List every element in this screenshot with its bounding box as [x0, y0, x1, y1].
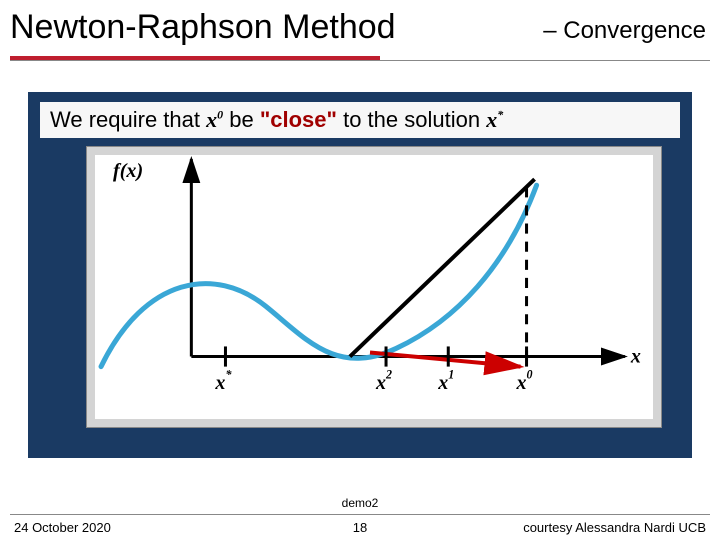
footer-credit: courtesy Alessandra Nardi UCB: [523, 520, 706, 535]
strip-mid2: to the solution: [343, 107, 486, 132]
title-underline: [10, 56, 710, 62]
svg-text:f(x): f(x): [113, 160, 143, 182]
svg-text:x: x: [630, 346, 641, 368]
requirement-strip: We require that x0 be "close" to the sol…: [40, 102, 680, 138]
svg-text:x2: x2: [375, 368, 392, 394]
content-panel: We require that x0 be "close" to the sol…: [28, 92, 692, 458]
xstar-symbol: x*: [486, 107, 503, 132]
footer-demo: demo2: [0, 496, 720, 510]
svg-text:x1: x1: [437, 368, 454, 394]
footer: demo2 24 October 2020 18 courtesy Alessa…: [0, 496, 720, 540]
page-title: Newton-Raphson Method: [10, 8, 396, 47]
x0-symbol: x0: [206, 107, 223, 132]
footer-rule: [10, 514, 710, 515]
svg-text:x*: x*: [214, 368, 232, 394]
svg-text:x0: x0: [516, 368, 533, 394]
strip-prefix: We require that: [50, 107, 206, 132]
strip-close: "close": [260, 107, 337, 132]
strip-mid1: be: [229, 107, 260, 132]
chart-frame: f(x) x x* x2 x1 x0: [86, 146, 662, 428]
chart: f(x) x x* x2 x1 x0: [95, 155, 653, 419]
page-subtitle: – Convergence: [543, 17, 710, 45]
